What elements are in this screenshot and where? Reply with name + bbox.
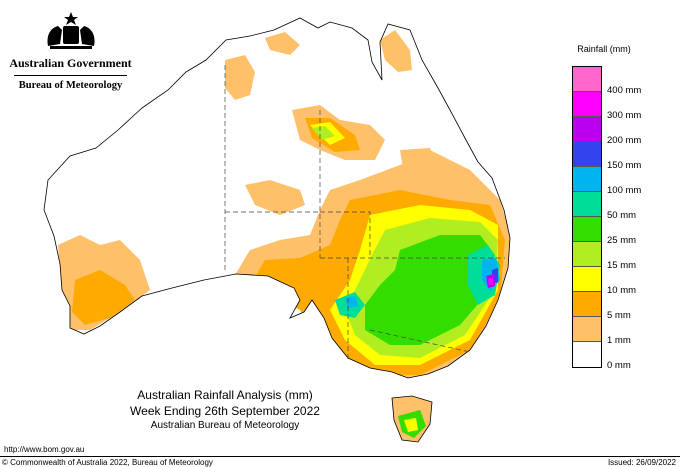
legend-swatch: [573, 292, 601, 317]
legend-label: 10 mm: [607, 285, 637, 296]
zone-1-5mm-topend: [265, 32, 300, 55]
logo-divider: [14, 75, 127, 76]
legend-swatches: [572, 66, 602, 368]
legend-swatch: [573, 342, 601, 367]
legend-label: 100 mm: [607, 185, 642, 196]
tasmania: [391, 395, 433, 443]
rainfall-legend: Rainfall (mm) 400 mm 300 mm 200 mm 150 mm 10…: [545, 44, 655, 371]
legend-swatch: [573, 117, 601, 142]
legend-swatch: [573, 267, 601, 292]
zone-25-50mm-east: [365, 235, 495, 345]
legend-label: 1 mm: [607, 335, 631, 346]
rainfall-zones: [58, 30, 510, 378]
legend-swatch: [573, 67, 601, 92]
copyright-text: © Commonwealth of Australia 2022, Bureau…: [2, 458, 213, 467]
zone-5-10mm-sw: [72, 270, 135, 325]
legend-swatch: [573, 142, 601, 167]
zone-1-5mm-qld: [400, 148, 440, 190]
caption-period: Week Ending 26th September 2022: [130, 404, 320, 418]
footer-divider: [0, 456, 680, 457]
state-borders: [224, 65, 505, 360]
zone-400mm-coast: [488, 278, 493, 285]
legend-swatch: [573, 242, 601, 267]
australia-land: [43, 17, 511, 379]
zone-1-5mm-central: [245, 180, 305, 215]
legend-swatch: [573, 317, 601, 342]
map-caption: Australian Rainfall Analysis (mm) Week E…: [120, 387, 330, 433]
agency-logo: Australian Government Bureau of Meteorol…: [8, 10, 133, 91]
zone-15-25mm-north: [312, 126, 335, 140]
caption-agency: Australian Bureau of Meteorology: [150, 420, 300, 431]
bureau-name: Bureau of Meteorology: [18, 80, 123, 91]
zone-1-5mm-kimberley: [225, 55, 255, 100]
zone-1-5mm-cape: [380, 30, 412, 72]
legend-swatch: [573, 167, 601, 192]
legend-label: 25 mm: [607, 235, 637, 246]
legend-label: 200 mm: [607, 135, 642, 146]
legend-label: 5 mm: [607, 310, 631, 321]
website-url: http://www.bom.gov.au: [4, 445, 85, 454]
government-name: Australian Government: [9, 56, 132, 70]
legend-label: 300 mm: [607, 110, 642, 121]
legend-swatch: [573, 217, 601, 242]
legend-label: 400 mm: [607, 85, 642, 96]
legend-label: 0 mm: [607, 360, 631, 371]
caption-title: Australian Rainfall Analysis (mm): [137, 388, 313, 402]
legend-swatch: [573, 192, 601, 217]
legend-label: 50 mm: [607, 210, 637, 221]
legend-label: 150 mm: [607, 160, 642, 171]
legend-swatch: [573, 92, 601, 117]
legend-title: Rainfall (mm): [577, 44, 631, 54]
issued-date: Issued: 26/09/2022: [607, 458, 676, 467]
legend-label: 15 mm: [607, 260, 637, 271]
coat-of-arms-icon: [46, 12, 95, 49]
